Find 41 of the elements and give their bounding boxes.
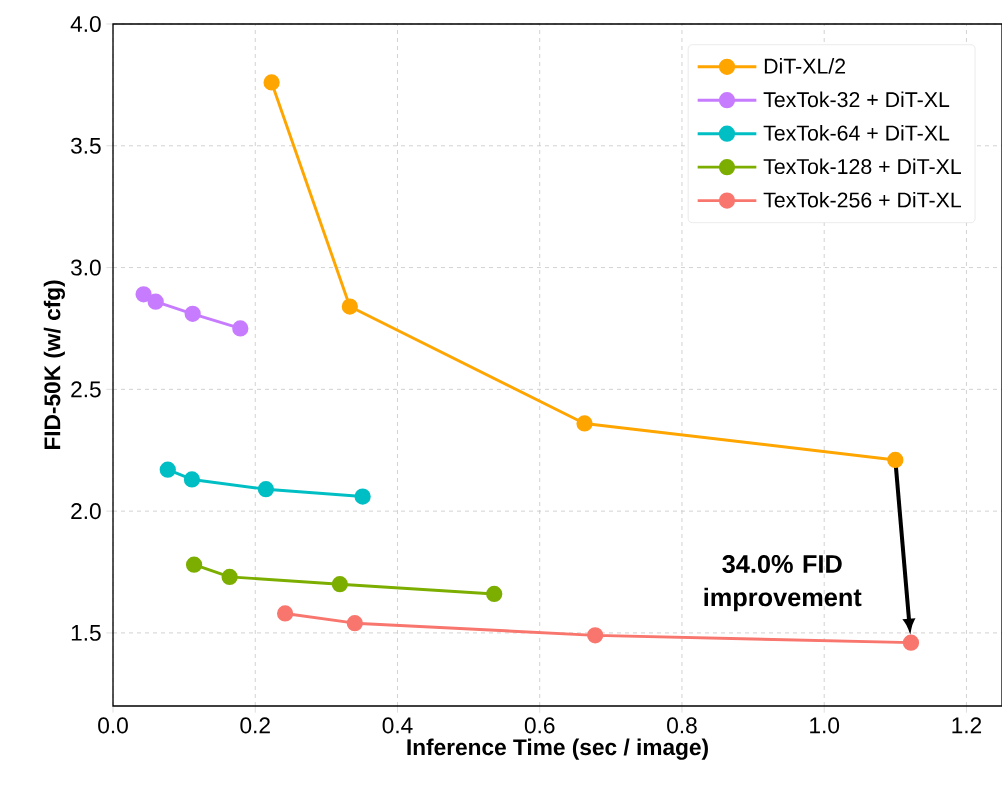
- point: [276, 605, 294, 622]
- x-tick-label: 0.6: [524, 717, 555, 734]
- point: [354, 488, 371, 505]
- y-tick-label: 3.0: [70, 259, 101, 276]
- point: [341, 298, 358, 315]
- y-tick-label: 2.5: [71, 381, 101, 398]
- point: [263, 74, 280, 91]
- x-tick-label: 0.8: [667, 717, 697, 734]
- legend-label: TexTok-256 + DiT-XL: [763, 191, 962, 208]
- x-tick-label: 1.0: [810, 717, 840, 734]
- point: [183, 471, 201, 488]
- y-tick-label: 1.5: [71, 625, 101, 641]
- annotation: 34.0% FID improvement: [704, 555, 862, 612]
- point: [147, 293, 164, 310]
- legend-label: TexTok-32 + DiT-XL: [763, 91, 950, 108]
- point: [184, 305, 201, 322]
- point: [887, 451, 904, 469]
- legend-label: TexTok-128 + DiT-XL: [763, 158, 962, 175]
- point: [576, 415, 593, 432]
- y-tick-label: 2.0: [71, 503, 101, 520]
- x-tick-label: 0.0: [98, 717, 128, 734]
- point: [486, 585, 503, 603]
- point: [902, 634, 920, 651]
- y-tick-label: 4.0: [70, 15, 101, 33]
- point: [331, 576, 349, 593]
- point: [257, 481, 275, 498]
- x-axis-title: Inference Time (sec / image): [407, 738, 708, 760]
- legend-label: DiT-XL/2: [764, 58, 846, 74]
- point: [185, 556, 203, 573]
- point: [221, 568, 238, 586]
- x-tick-label: 0.2: [240, 717, 270, 734]
- x-tick-label: 0.4: [382, 717, 413, 734]
- point: [346, 615, 363, 632]
- point: [232, 320, 249, 337]
- point: [135, 286, 152, 303]
- point: [587, 627, 604, 644]
- point: [159, 461, 176, 478]
- y-tick-label: 3.5: [70, 137, 101, 154]
- legend-label: TexTok-64 + DiT-XL: [763, 124, 950, 141]
- y-axis-title: FID-50K (w/ cfg): [43, 280, 65, 450]
- x-tick-label: 1.2: [952, 717, 982, 734]
